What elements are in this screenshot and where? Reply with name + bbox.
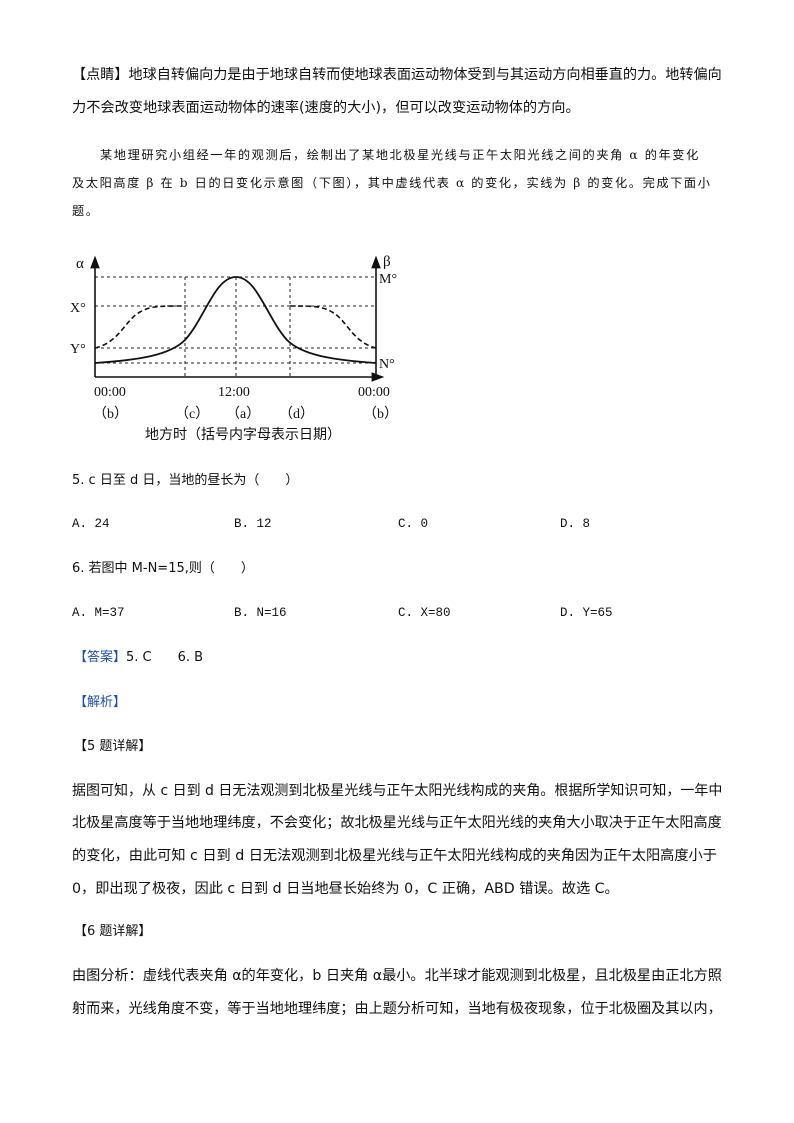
time-label-noon: 12:00 xyxy=(218,385,250,400)
date-label-a: （a） xyxy=(226,406,260,422)
q6-option-b[interactable]: B. N=16 xyxy=(234,606,287,620)
alpha-beta-diagram: α β X° Y° M° N° 00:00 12:00 00:00 （b） （c… xyxy=(70,254,398,443)
tip-text: 地球自转偏向力是由于地球自转而使地球表面运动物体受到与其运动方向相垂直的力。地转… xyxy=(128,67,722,83)
detail-5-line-3: 的变化，由此可知 c 日到 d 日无法观测到北极星光线与正午太阳光线构成的夹角因… xyxy=(72,848,717,864)
date-label-c: （c） xyxy=(175,406,209,422)
detail-5-line-1: 据图可知，从 c 日到 d 日无法观测到北极星光线与正午太阳光线构成的夹角。根据… xyxy=(72,783,723,799)
detail-6-label: 【6 题详解】 xyxy=(74,924,152,939)
time-label-start: 00:00 xyxy=(94,385,126,400)
y-tick: Y° xyxy=(70,342,86,357)
answer-text: 5. C 6. B xyxy=(126,650,204,665)
analysis-label: 【解析】 xyxy=(74,695,127,710)
detail-6-line-2: 射而来，光线角度不变，等于当地地理纬度；由上题分析可知，当地有极夜现象，位于北极… xyxy=(72,1001,722,1017)
figure-caption: 地方时（括号内字母表示日期） xyxy=(145,427,341,443)
q5-option-c[interactable]: C. 0 xyxy=(398,517,429,531)
beta-label: β xyxy=(383,254,391,270)
tip-line-2: 力不会改变地球表面运动物体的速率(速度的大小)，但可以改变运动物体的方向。 xyxy=(72,100,580,116)
question-5-stem: 5. c 日至 d 日，当地的昼长为（ ） xyxy=(72,473,299,488)
time-label-end: 00:00 xyxy=(358,385,390,400)
grid-lines xyxy=(95,276,376,377)
q5-option-a[interactable]: A. 24 xyxy=(72,517,110,531)
x-tick: X° xyxy=(70,301,86,316)
detail-5-line-2: 北极星高度等于当地地理纬度，不会变化；故北极星光线与正午太阳光线的夹角大小取决于… xyxy=(72,815,722,831)
intro-line-1: 某地理研究小组经一年的观测后，绘制出了某地北极星光线与正午太阳光线之间的夹角 α… xyxy=(100,148,700,162)
tip-label: 【点睛】 xyxy=(72,67,129,83)
detail-5-label: 【5 题详解】 xyxy=(74,739,152,754)
q6-option-a[interactable]: A. M=37 xyxy=(72,606,125,620)
q6-option-c[interactable]: C. X=80 xyxy=(398,606,451,620)
q6-option-d[interactable]: D. Y=65 xyxy=(560,606,613,620)
answer-line: 【答案】5. C 6. B xyxy=(74,649,203,667)
m-tick: M° xyxy=(379,272,397,287)
n-tick: N° xyxy=(379,357,395,372)
beta-solid-curve xyxy=(94,276,377,364)
date-label-b-end: （b） xyxy=(363,406,398,422)
question-6-stem: 6. 若图中 M-N=15,则（ ） xyxy=(72,561,254,576)
tip-line-1: 【点睛】地球自转偏向力是由于地球自转而使地球表面运动物体受到与其运动方向相垂直的… xyxy=(72,66,722,84)
answer-label: 【答案】 xyxy=(74,650,127,665)
date-label-d: （d） xyxy=(279,406,314,422)
q5-option-b[interactable]: B. 12 xyxy=(234,517,272,531)
alpha-label: α xyxy=(76,256,84,272)
detail-5-line-4: 0，即出现了极夜，因此 c 日到 d 日当地昼长始终为 0，C 正确，ABD 错… xyxy=(72,881,619,897)
q5-option-d[interactable]: D. 8 xyxy=(560,517,591,531)
detail-6-line-1: 由图分析：虚线代表夹角 α的年变化，b 日夹角 α最小。北半球才能观测到北极星，… xyxy=(72,968,722,984)
date-label-b: （b） xyxy=(93,406,128,422)
alpha-dashed-curve xyxy=(94,305,377,349)
intro-line-2: 及太阳高度 β 在 b 日的日变化示意图（下图），其中虚线代表 α 的变化，实线… xyxy=(72,176,712,190)
intro-line-3: 题。 xyxy=(72,204,100,218)
